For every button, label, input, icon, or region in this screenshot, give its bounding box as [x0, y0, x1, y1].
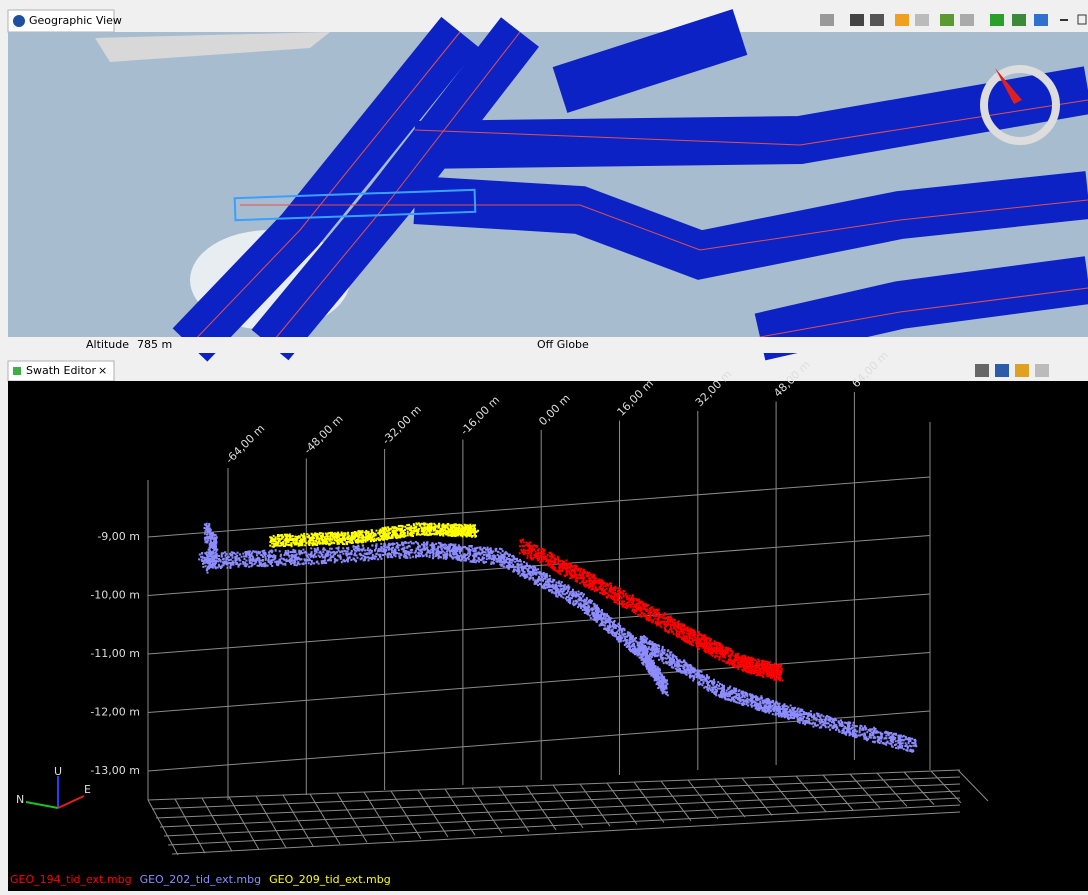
- tool-icon[interactable]: [995, 364, 1009, 377]
- tool-icon[interactable]: [1012, 14, 1026, 26]
- depth-label: -10,00 m: [90, 589, 140, 602]
- depth-label: -13,00 m: [90, 764, 140, 777]
- toolbar: [975, 364, 1049, 377]
- tool-icon[interactable]: [990, 14, 1004, 26]
- depth-label: -11,00 m: [90, 647, 140, 660]
- status-label: Altitude: [86, 338, 129, 351]
- minimize[interactable]: [1060, 19, 1068, 21]
- tool-icon[interactable]: [1034, 14, 1048, 26]
- map: [8, 32, 1088, 345]
- window: Geographic View: [0, 0, 1088, 891]
- legend-entry: GEO_209_tid_ext.mbg: [269, 873, 391, 886]
- tab-label: Geographic View: [29, 14, 122, 27]
- depth-label: -9,00 m: [97, 530, 140, 543]
- status-value: 785 m: [137, 338, 172, 351]
- tool-icon[interactable]: [960, 14, 974, 26]
- swath-3d-view: [8, 381, 1088, 891]
- gizmo-label: E: [84, 783, 91, 796]
- tool-icon[interactable]: [1035, 364, 1049, 377]
- tool-icon[interactable]: [850, 14, 864, 26]
- globe-icon: [13, 15, 25, 27]
- legend-entry: GEO_194_tid_ext.mbg: [10, 873, 132, 886]
- gizmo-label: U: [54, 765, 62, 778]
- tool-icon[interactable]: [975, 364, 989, 377]
- tool-icon[interactable]: [1015, 364, 1029, 377]
- tool-icon[interactable]: [895, 14, 909, 26]
- depth-label: -12,00 m: [90, 706, 140, 719]
- tool-icon[interactable]: [870, 14, 884, 26]
- tab-label: Swath Editor: [26, 364, 97, 377]
- legend-entry: GEO_202_tid_ext.mbg: [140, 873, 262, 886]
- tab-close[interactable]: ×: [98, 364, 107, 377]
- status-globe: Off Globe: [537, 338, 589, 351]
- tool-icon[interactable]: [820, 14, 834, 26]
- tool-icon[interactable]: [940, 14, 954, 26]
- page: Geographic View: [0, 0, 1088, 891]
- tool-icon[interactable]: [915, 14, 929, 26]
- gizmo-label: N: [16, 793, 24, 806]
- toolbar: [820, 14, 1086, 26]
- tab-icon: [13, 367, 21, 375]
